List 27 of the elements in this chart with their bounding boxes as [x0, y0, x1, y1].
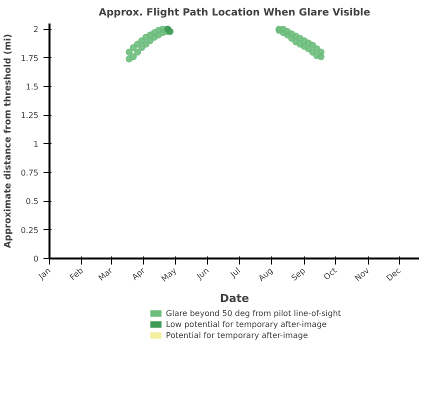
legend-label: Potential for temporary after-image	[166, 330, 308, 340]
x-tick-label: Aug	[256, 266, 275, 284]
y-tick-label: 1.5	[26, 82, 39, 92]
x-axis-title: Date	[220, 292, 250, 306]
y-tick-label: 0	[33, 254, 39, 264]
x-tick-label: Jul	[228, 266, 242, 280]
y-tick-label: 2	[33, 25, 39, 34]
y-tick-label: 1.75	[20, 54, 38, 63]
x-tick-label: Jan	[36, 266, 52, 282]
chart-title: Approx. Flight Path Location When Glare Visible	[98, 8, 370, 18]
x-tick-label: Nov	[353, 266, 372, 283]
legend-label: Glare beyond 50 deg from pilot line-of-sight	[166, 308, 342, 318]
x-tick-label: Feb	[68, 266, 85, 282]
legend-label: Low potential for temporary after-image	[166, 319, 327, 329]
x-tick-label: Jun	[194, 266, 211, 282]
y-axis-title: Approximate distance from threshold (mi)	[4, 34, 14, 248]
x-tick-label: Mar	[96, 266, 115, 283]
x-tick-label: Apr	[130, 266, 148, 282]
y-tick-label: 0.5	[26, 197, 39, 206]
x-tick-label: Oct	[322, 266, 339, 282]
y-tick-label: 0.25	[20, 226, 38, 235]
x-tick-label: Sep	[290, 266, 308, 283]
y-tick-label: 1.25	[20, 111, 38, 120]
x-tick-label: Dec	[384, 266, 402, 283]
x-tick-label: May	[160, 266, 178, 284]
y-tick-label: 0.75	[20, 168, 38, 178]
y-tick-label: 1	[33, 140, 39, 149]
